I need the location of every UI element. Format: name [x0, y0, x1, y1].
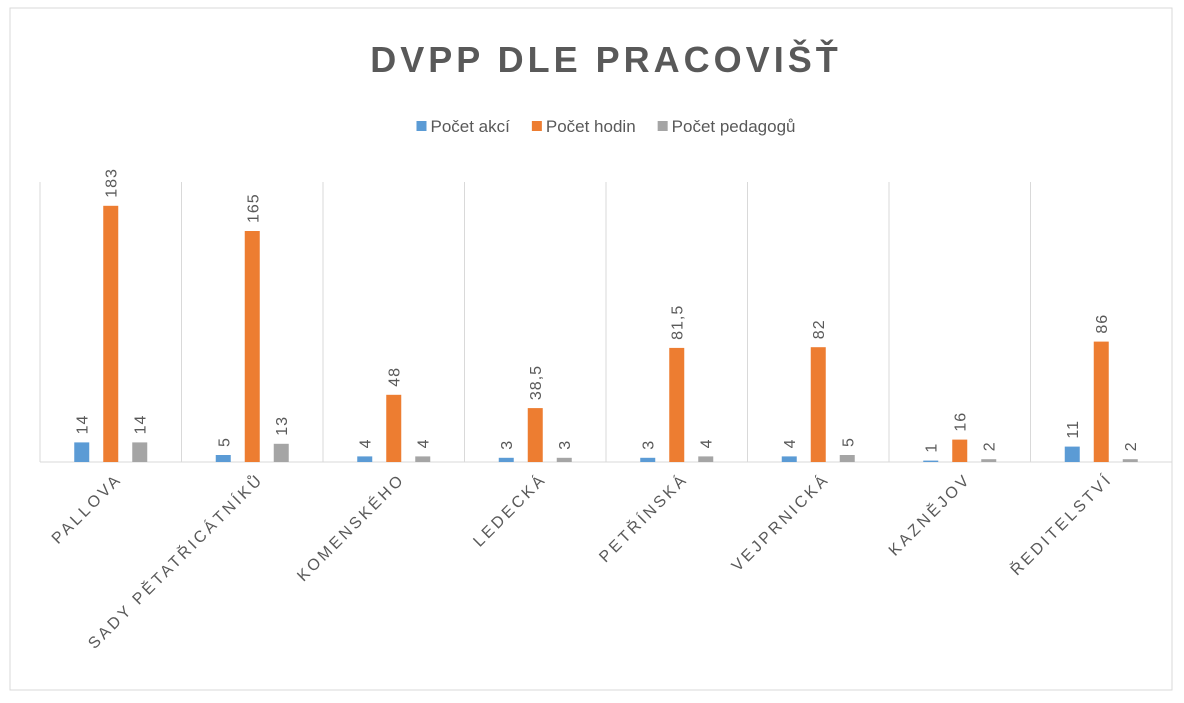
data-label: 165 [245, 193, 262, 223]
bar [640, 457, 656, 462]
data-label: 2 [982, 441, 999, 451]
bar [839, 455, 855, 462]
bar [1122, 459, 1138, 462]
data-label: 16 [953, 412, 970, 432]
data-label: 1 [924, 443, 941, 453]
chart-border [9, 7, 1173, 691]
legend-label: Počet pedagogů [672, 117, 796, 136]
data-label: 3 [641, 440, 658, 450]
bar [698, 456, 714, 462]
legend-label: Počet akcí [430, 117, 510, 136]
bar [273, 443, 289, 462]
chart-title: DVPP DLE PRACOVIŠŤ [370, 38, 841, 80]
bar [357, 456, 373, 462]
bar [669, 347, 685, 462]
data-label: 3 [557, 440, 574, 450]
data-label: 14 [133, 415, 150, 435]
bar [952, 439, 968, 462]
data-label: 183 [104, 168, 121, 198]
bar [556, 457, 572, 462]
bar [923, 460, 939, 462]
bar [74, 442, 90, 462]
bar [244, 231, 260, 462]
bar [1093, 341, 1109, 462]
legend-swatch [531, 121, 542, 131]
legend-swatch [416, 121, 427, 131]
bar [810, 347, 826, 462]
bar [132, 442, 148, 462]
data-label: 13 [274, 416, 291, 436]
data-label: 5 [216, 437, 233, 447]
bar [415, 456, 431, 462]
data-label: 11 [1065, 420, 1082, 439]
data-label: 4 [358, 438, 375, 448]
data-label: 82 [811, 319, 828, 339]
data-label: 38,5 [528, 365, 545, 400]
data-label: 4 [699, 438, 716, 448]
data-label: 14 [75, 415, 92, 435]
bar [527, 408, 543, 462]
bar [498, 457, 514, 462]
data-label: 5 [840, 437, 857, 447]
bar [781, 456, 797, 462]
data-label: 4 [416, 438, 433, 448]
data-label: 4 [782, 438, 799, 448]
bar [215, 455, 231, 462]
legend-label: Počet hodin [546, 117, 636, 136]
data-label: 81,5 [670, 305, 687, 340]
data-label: 86 [1094, 314, 1111, 334]
data-label: 3 [499, 440, 516, 450]
bar [103, 205, 119, 463]
bar [1064, 446, 1080, 462]
bar [386, 394, 402, 462]
bar [981, 459, 997, 462]
data-label: 2 [1123, 441, 1140, 451]
legend-swatch [657, 121, 668, 131]
data-label: 48 [387, 367, 404, 387]
